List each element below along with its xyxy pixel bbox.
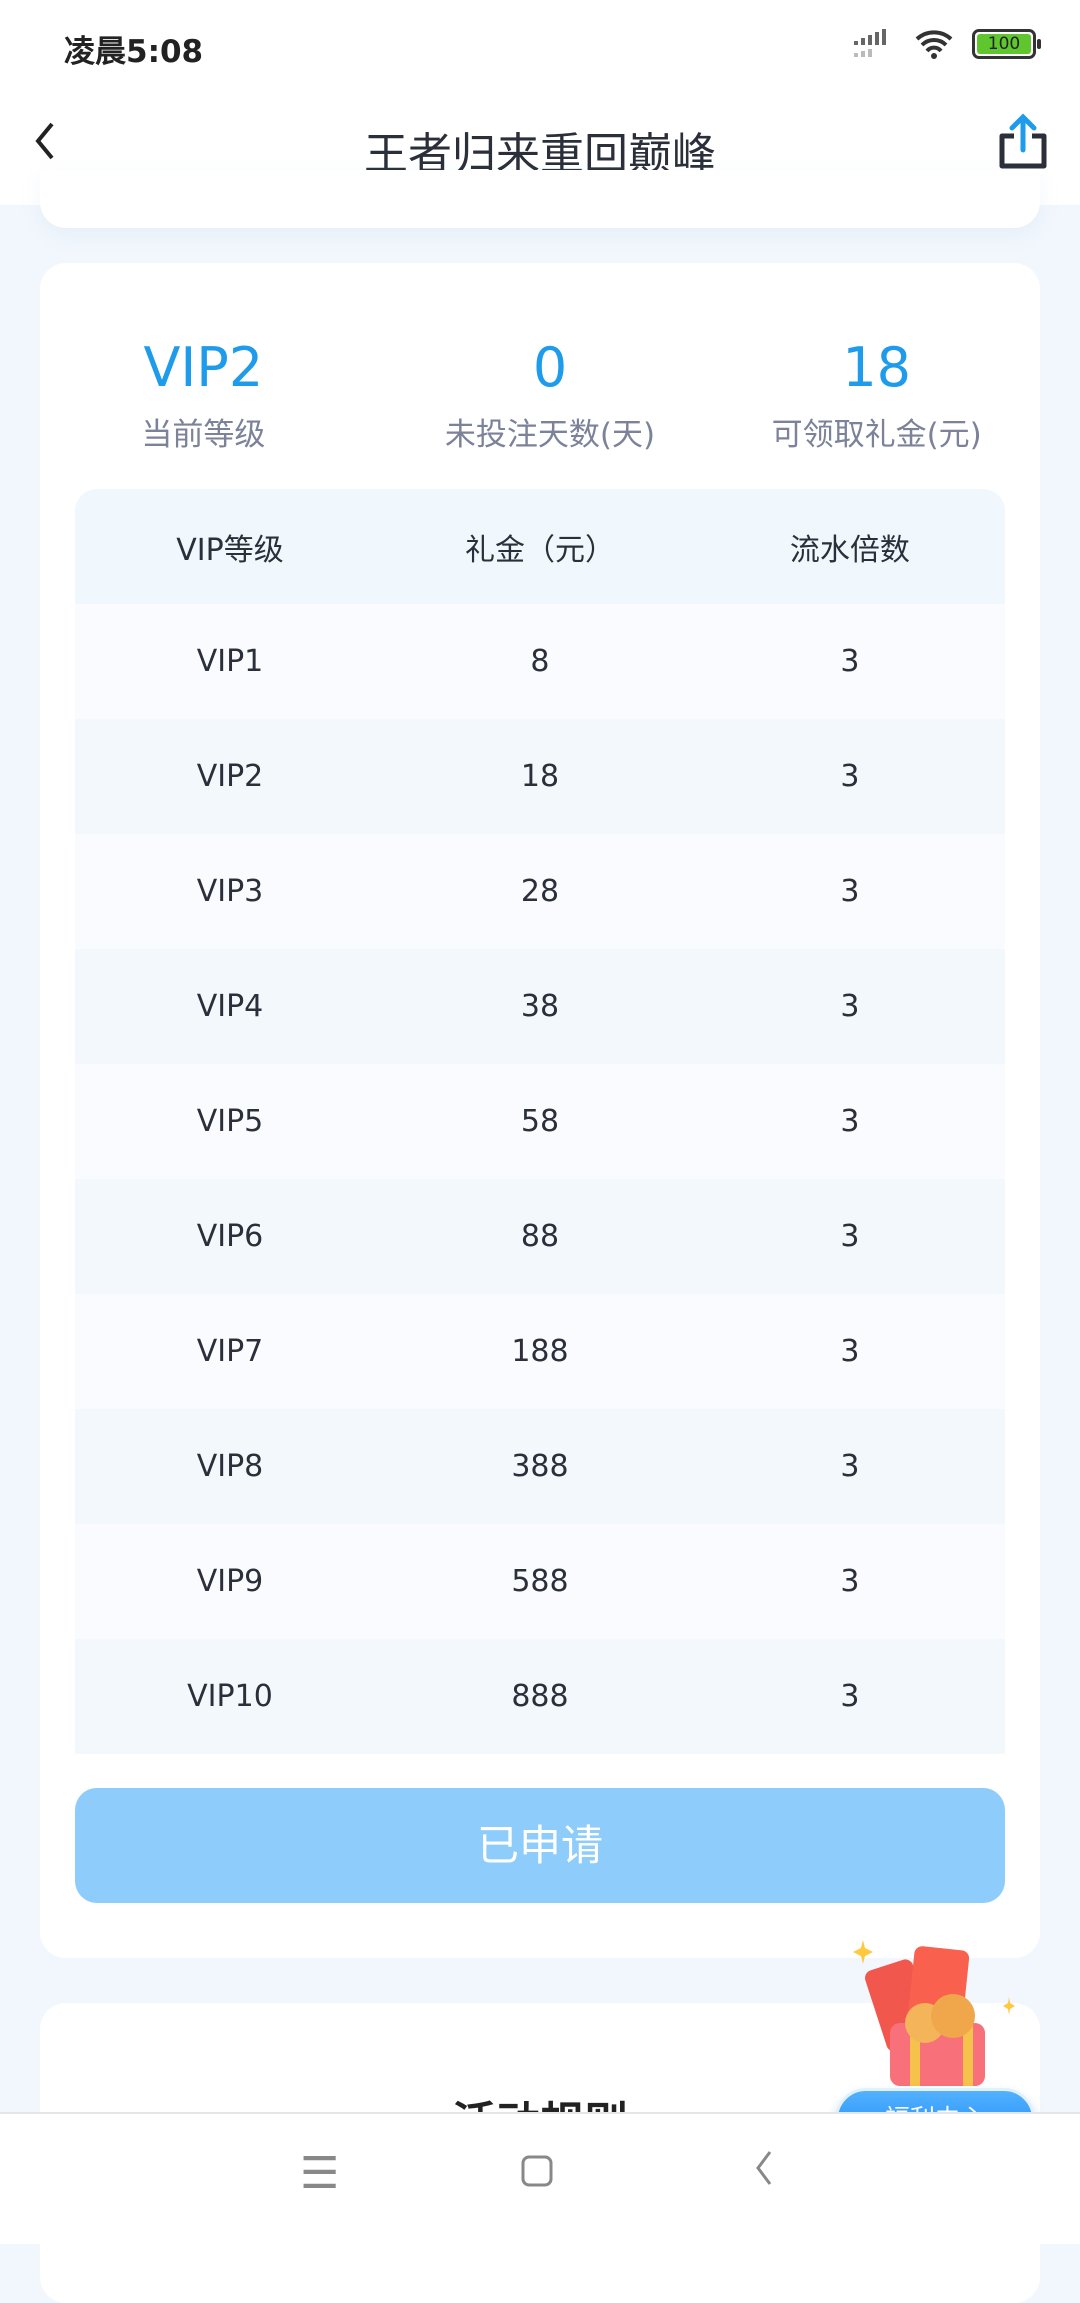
red-envelope-gift-icon — [853, 1940, 1015, 2086]
back-button[interactable] — [30, 116, 60, 178]
back-nav-icon[interactable] — [752, 2148, 776, 2199]
table-cell: 58 — [520, 1104, 560, 1139]
table-cell: VIP3 — [196, 874, 264, 909]
table-row: VIP4 38 3 — [75, 949, 1005, 1064]
status-time: 凌晨5:08 — [64, 34, 204, 70]
stat-claimable-bonus: 18 可领取礼金(元) — [771, 336, 982, 453]
signal-icon — [854, 29, 886, 57]
table-cell: 388 — [511, 1449, 569, 1484]
table-cell: VIP8 — [196, 1449, 264, 1484]
header-cell: 流水倍数 — [789, 532, 910, 568]
table-row: VIP6 88 3 — [75, 1179, 1005, 1294]
table-cell: 3 — [840, 1679, 860, 1714]
table-cell: 8 — [530, 644, 550, 679]
table-cell: VIP2 — [196, 759, 264, 794]
table-cell: 3 — [840, 1219, 860, 1254]
stat-inactive-days: 0 未投注天数(天) — [444, 336, 656, 453]
table-cell: 3 — [840, 1334, 860, 1369]
table-row: VIP3 28 3 — [75, 834, 1005, 949]
header-cell: 礼金（元） — [464, 532, 615, 568]
stat-current-level: VIP2 当前等级 — [141, 336, 266, 453]
share-icon — [999, 113, 1047, 169]
table-cell: 28 — [520, 874, 560, 909]
table-cell: 3 — [840, 759, 860, 794]
table-cell: VIP1 — [196, 644, 264, 679]
table-row: VIP10 888 3 — [75, 1639, 1005, 1754]
header-cell: VIP等级 — [176, 532, 284, 568]
table-row: VIP2 18 3 — [75, 719, 1005, 834]
home-icon[interactable] — [520, 2148, 554, 2199]
table-cell: VIP6 — [196, 1219, 264, 1254]
system-nav-bar: ☰ — [0, 2112, 1080, 2244]
applied-button[interactable]: 已申请 — [75, 1788, 1005, 1903]
table-cell: VIP4 — [196, 989, 264, 1024]
table-cell: 888 — [511, 1679, 569, 1714]
status-bar: 凌晨5:08 100 — [0, 0, 1080, 90]
table-cell: 188 — [511, 1334, 569, 1369]
previous-card — [40, 170, 1040, 228]
table-cell: 18 — [520, 759, 560, 794]
table-cell: 3 — [840, 1104, 860, 1139]
table-row: VIP8 388 3 — [75, 1409, 1005, 1524]
table-cell: 588 — [511, 1564, 569, 1599]
table-cell: 3 — [840, 1449, 860, 1484]
chevron-left-icon — [35, 122, 54, 160]
table-row: VIP5 58 3 — [75, 1064, 1005, 1179]
vip-card: VIP2 当前等级 0 未投注天数(天) 18 可领取礼金(元) VIP等级 礼金（元… — [40, 263, 1040, 2150]
table-header: VIP等级 礼金（元） 流水倍数 — [75, 489, 1005, 604]
battery-icon: 100 — [972, 29, 1041, 59]
table-cell: 3 — [840, 989, 860, 1024]
wifi-icon — [915, 30, 953, 59]
vip-table: VIP等级 礼金（元） 流水倍数 VIP1 8 3 VIP2 18 3 VIP3 28 3 VIP… — [75, 489, 1005, 1754]
table-cell: VIP7 — [196, 1334, 264, 1369]
table-cell: VIP5 — [196, 1104, 264, 1139]
table-row: VIP7 188 3 — [75, 1294, 1005, 1409]
table-cell: 38 — [520, 989, 560, 1024]
menu-icon[interactable]: ☰ — [300, 2148, 340, 2199]
table-cell: 88 — [520, 1219, 560, 1254]
table-cell: 3 — [840, 874, 860, 909]
table-cell: 3 — [840, 644, 860, 679]
table-row: VIP1 8 3 — [75, 604, 1005, 719]
table-cell: VIP9 — [196, 1564, 264, 1599]
table-cell: 3 — [840, 1564, 860, 1599]
table-cell: VIP10 — [187, 1679, 273, 1714]
table-row: VIP9 588 3 — [75, 1524, 1005, 1639]
share-button[interactable] — [996, 112, 1050, 176]
